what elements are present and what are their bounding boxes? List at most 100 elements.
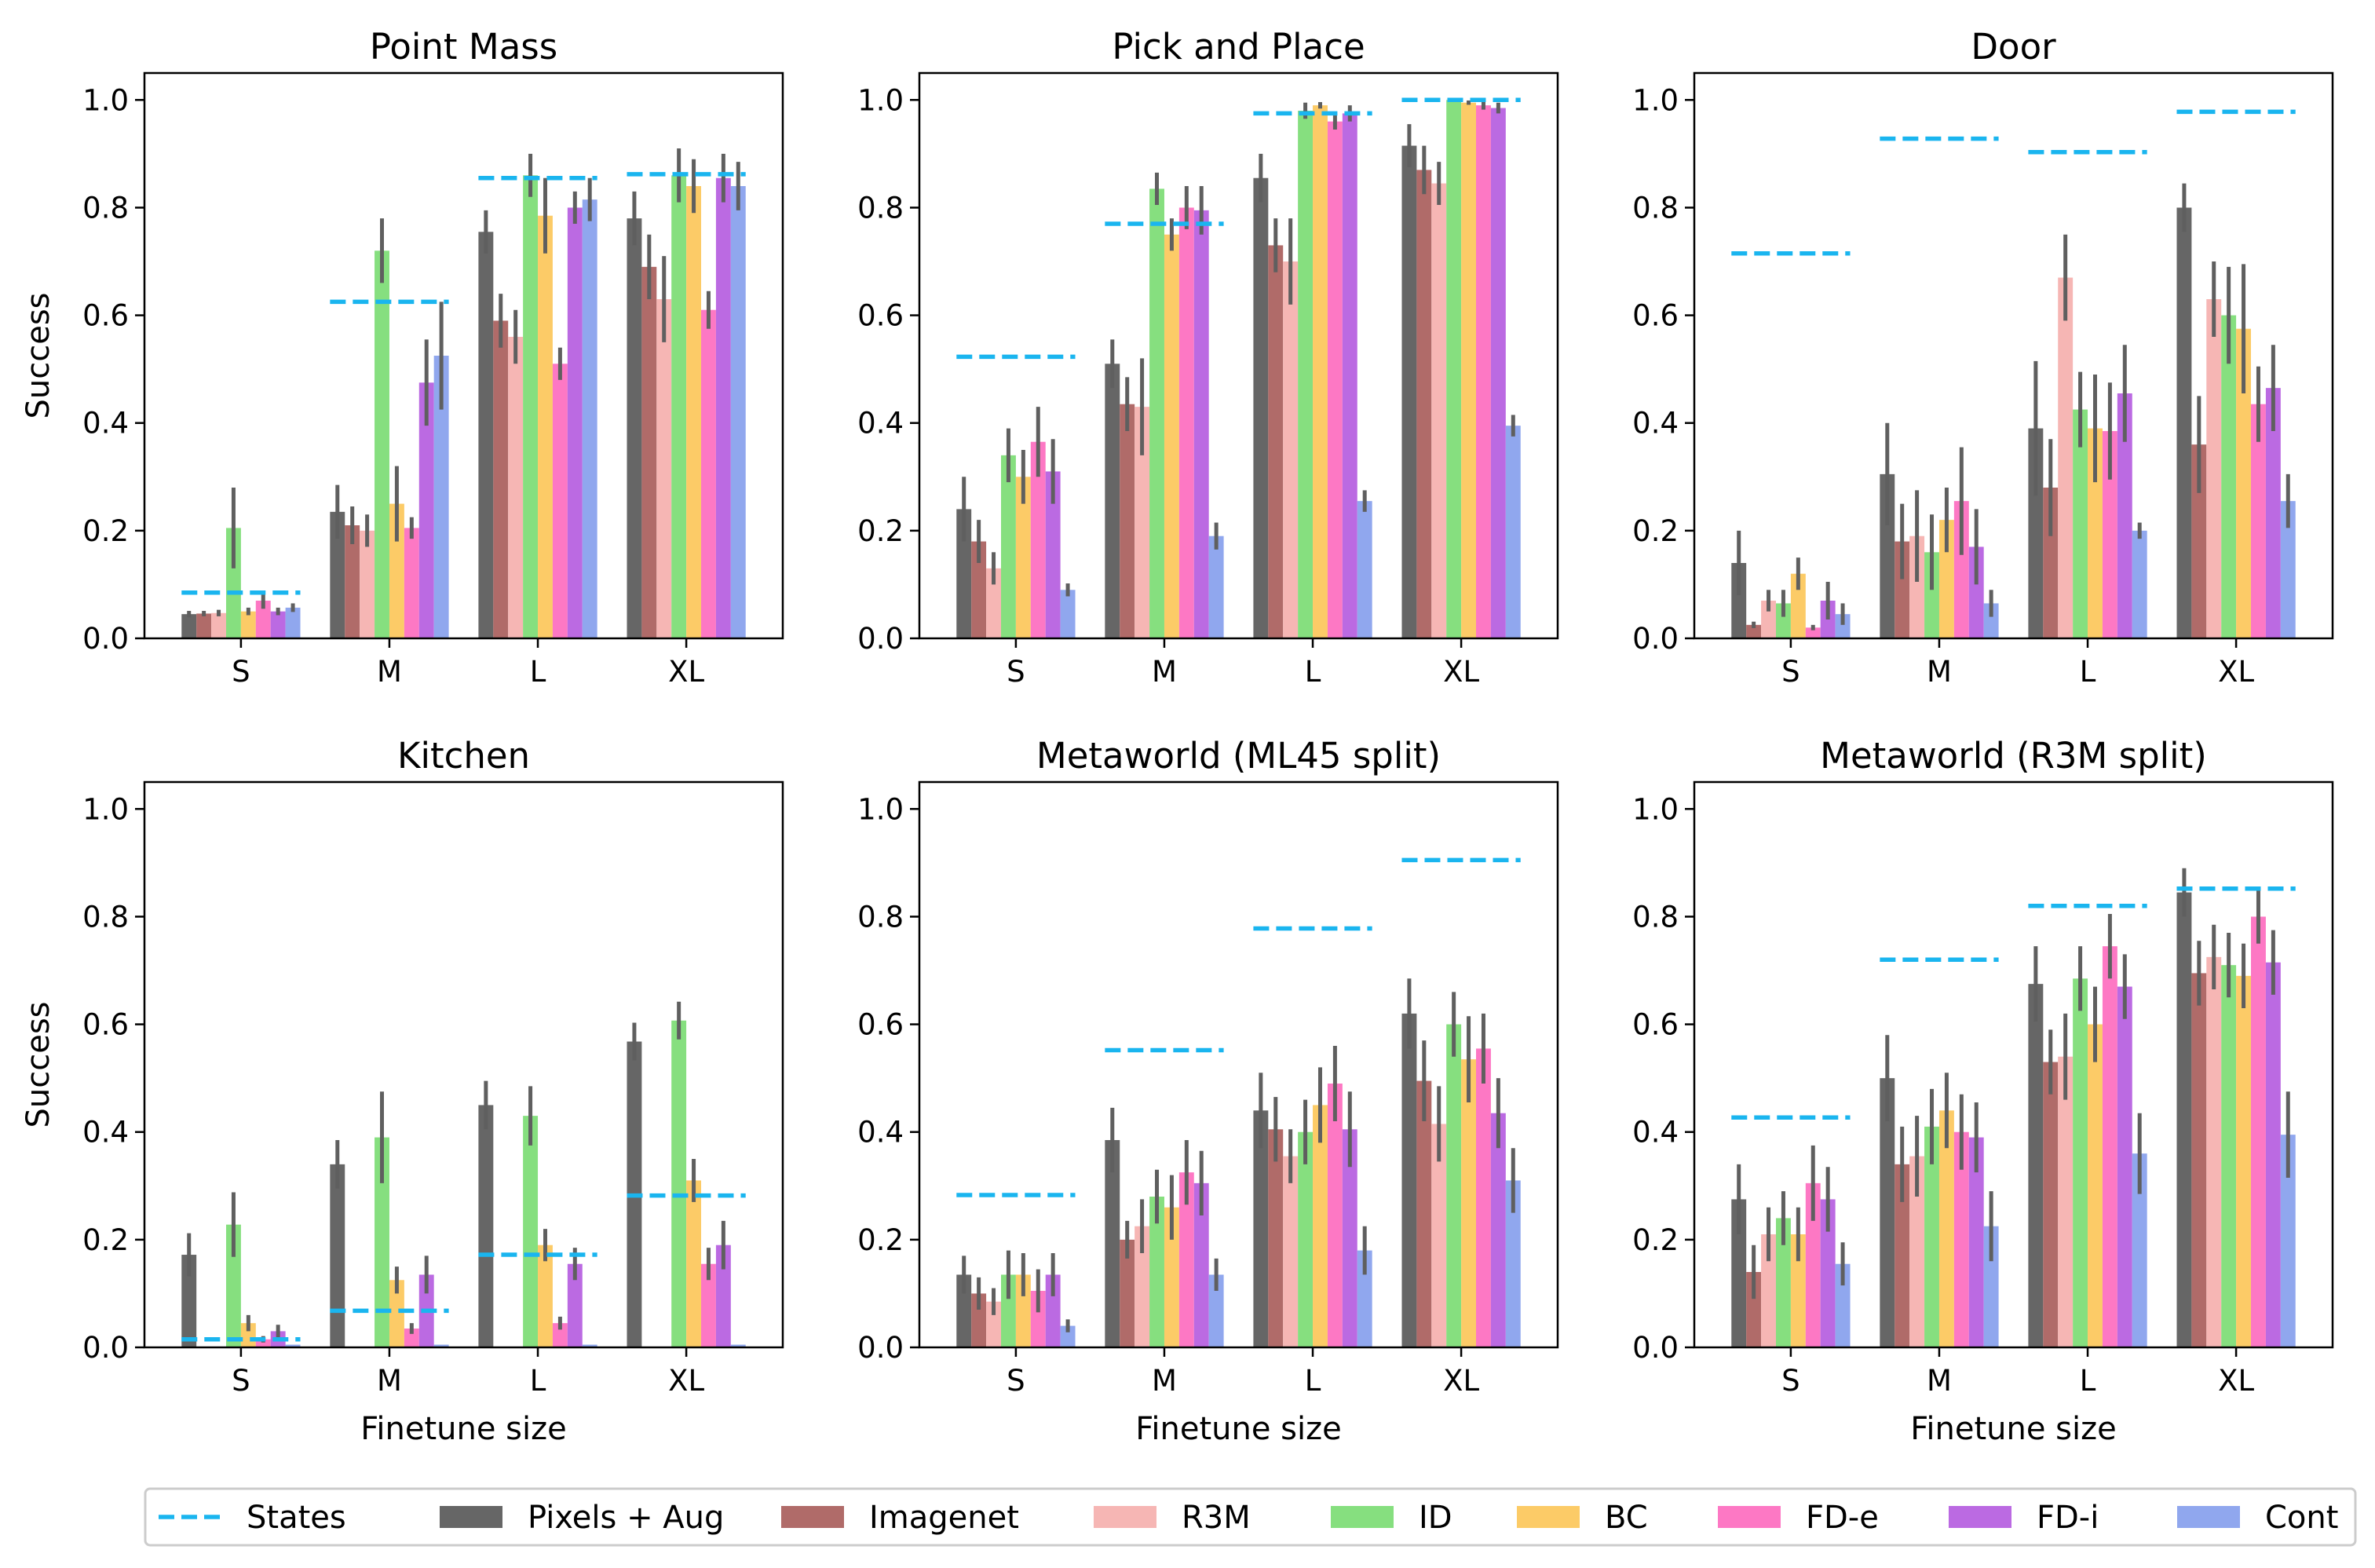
bar-bc-m: [389, 1280, 404, 1347]
bar-id-s: [1775, 1218, 1791, 1347]
series-r3m: [986, 1086, 1447, 1347]
bar-pixels-aug-s: [956, 509, 972, 638]
bar-pixels-aug-m: [1880, 473, 1895, 638]
states-lines: [956, 857, 1521, 1197]
y-tick-label: 0.0: [82, 1331, 129, 1365]
bar-fd-i-m: [1193, 1182, 1209, 1347]
series-cont: [285, 162, 746, 638]
legend: States Pixels + Aug Imagenet R3M ID BC FD-e FD-…: [144, 1487, 2357, 1547]
bar-pixels-aug-m: [1880, 1078, 1895, 1347]
bar-imagenet-s: [196, 613, 212, 638]
bar-pixels-aug-l: [478, 232, 494, 638]
y-tick-label: 0.6: [1632, 299, 1679, 333]
series-fd-e: [1805, 366, 2266, 638]
y-tick-label: 0.0: [82, 622, 129, 656]
y-tick-label: 0.0: [1632, 622, 1679, 656]
bar-fd-i-xl: [2265, 388, 2281, 638]
bar-r3m-m: [360, 530, 375, 638]
series-fd-e: [1805, 890, 2266, 1347]
bar-pixels-aug-xl: [2176, 207, 2192, 638]
bar-id-l: [523, 175, 539, 639]
bar-imagenet-xl: [2191, 973, 2207, 1347]
bar-bc-l: [2088, 428, 2103, 638]
bar-pixels-aug-m: [330, 1164, 345, 1347]
bar-fd-e-l: [2102, 946, 2117, 1347]
y-tick-label: 1.0: [1632, 83, 1679, 117]
bar-imagenet-l: [493, 320, 509, 638]
bar-fd-i-m: [1193, 210, 1209, 638]
bar-cont-xl: [2280, 501, 2296, 638]
bar-r3m-l: [508, 337, 524, 638]
bar-cont-m: [1208, 535, 1224, 638]
legend-label: States: [247, 1500, 346, 1536]
bar-imagenet-l: [2043, 488, 2059, 638]
y-tick-label: 0.8: [1632, 191, 1679, 225]
legend-label: Pixels + Aug: [528, 1500, 724, 1536]
x-tick-label: XL: [668, 1364, 704, 1398]
legend-item-imagenet: Imagenet: [781, 1500, 1019, 1536]
legend-label: FD-i: [2037, 1500, 2099, 1536]
bar-fd-e-s: [1030, 441, 1046, 638]
bar-r3m-xl: [2206, 299, 2222, 638]
bar-fd-i-l: [1342, 1129, 1357, 1347]
bar-pixels-aug-s: [1731, 1199, 1747, 1347]
bar-cont-xl: [2280, 1135, 2296, 1347]
bar-bc-s: [1015, 1274, 1031, 1347]
bar-bc-l: [538, 1245, 553, 1347]
y-tick-label: 0.4: [82, 407, 129, 440]
x-tick-label: L: [2080, 1364, 2096, 1398]
series-pixels-aug: [956, 124, 1417, 638]
bar-id-l: [1298, 111, 1314, 638]
x-tick-label: XL: [2218, 655, 2254, 689]
y-tick-label: 0.8: [82, 900, 129, 934]
bar-cont-l: [582, 1344, 597, 1347]
chart-title: Metaworld (ML45 split): [1036, 735, 1441, 777]
bar-fd-e-l: [552, 364, 568, 638]
states-lines: [1731, 109, 2296, 256]
y-tick-label: 0.2: [857, 514, 904, 548]
bar-r3m-l: [1283, 261, 1299, 638]
bar-fd-i-m: [1968, 1137, 1984, 1347]
bar-r3m-m: [1909, 1156, 1925, 1347]
bar-r3m-s: [986, 1301, 1001, 1347]
legend-swatch: [1094, 1506, 1156, 1528]
bar-fd-e-xl: [2251, 404, 2266, 638]
bar-id-m: [1924, 552, 1939, 638]
series-r3m: [1761, 924, 2222, 1347]
bar-id-s: [1000, 455, 1016, 638]
legend-item-fd-i: FD-i: [1949, 1500, 2099, 1536]
y-tick-label: 0.6: [857, 1008, 904, 1042]
bar-id-l: [2073, 978, 2088, 1347]
legend-swatch: [2177, 1506, 2240, 1528]
y-tick-label: 0.2: [82, 514, 129, 548]
bar-pixels-aug-m: [330, 511, 345, 638]
x-tick-label: S: [1007, 1364, 1025, 1398]
bar-r3m-s: [986, 568, 1001, 638]
bar-fd-e-xl: [701, 1263, 716, 1347]
bar-bc-l: [1313, 105, 1328, 638]
series-fd-i: [1820, 930, 2281, 1347]
chart-title: Pick and Place: [1112, 26, 1365, 68]
bar-fd-i-s: [1045, 1274, 1061, 1347]
bar-fd-i-s: [1045, 471, 1061, 638]
bar-bc-l: [1313, 1105, 1328, 1347]
bar-cont-s: [1060, 1325, 1076, 1347]
bar-fd-i-l: [567, 1263, 583, 1347]
x-axis-label: Finetune size: [360, 1411, 566, 1447]
bar-pixels-aug-xl: [627, 218, 642, 638]
series-fd-i: [1045, 102, 1506, 638]
bar-pixels-aug-xl: [1401, 1013, 1417, 1347]
chart-title: Door: [1971, 26, 2056, 68]
legend-swatch: [1949, 1506, 2011, 1528]
series-cont: [1060, 1148, 1521, 1347]
y-tick-label: 0.0: [857, 1331, 904, 1365]
chart-title: Kitchen: [397, 735, 530, 777]
x-tick-label: L: [2080, 655, 2096, 689]
bar-id-l: [2073, 409, 2088, 638]
bar-cont-s: [285, 1344, 301, 1347]
bar-imagenet-xl: [641, 266, 657, 638]
series-id: [1775, 266, 2237, 638]
series-imagenet: [196, 234, 657, 638]
bar-imagenet-m: [1120, 404, 1135, 638]
bar-bc-xl: [686, 1180, 702, 1347]
